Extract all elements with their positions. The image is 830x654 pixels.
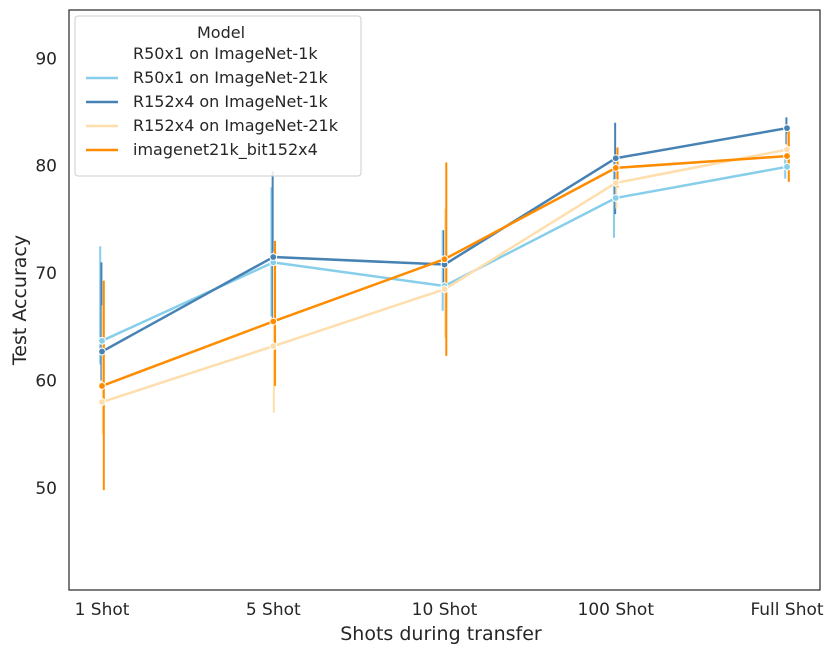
y-tick-label-50: 50 bbox=[35, 479, 57, 499]
legend-title: Model bbox=[197, 23, 245, 42]
data-point-r50x1-on-imagenet-21k-0 bbox=[98, 336, 106, 345]
data-point-r50x1-on-imagenet-21k-4 bbox=[783, 162, 791, 171]
x-tick-label-10-shot: 10 Shot bbox=[412, 600, 478, 620]
x-axis-ticks: 1 Shot 5 Shot 10 Shot 100 Shot Full Shot bbox=[75, 600, 824, 620]
legend-label-r50x1-on-imagenet-1k: R50x1 on ImageNet-1k bbox=[133, 44, 318, 63]
data-point-imagenet21k-bit152x4-1 bbox=[269, 317, 278, 326]
data-point-imagenet21k-bit152x4-0 bbox=[98, 382, 106, 390]
data-point-r50x1-on-imagenet-21k-3 bbox=[611, 194, 620, 202]
data-point-imagenet21k-bit152x4-4 bbox=[783, 152, 791, 160]
y-axis-ticks: 50 60 70 80 90 bbox=[35, 49, 57, 499]
data-point-r152x4-on-imagenet-21k-3 bbox=[611, 179, 620, 187]
y-tick-label-80: 80 bbox=[35, 157, 57, 177]
x-tick-label-100-shot: 100 Shot bbox=[578, 600, 655, 620]
x-tick-label-5-shot: 5 Shot bbox=[246, 600, 301, 620]
data-point-r152x4-on-imagenet-1k-3 bbox=[611, 154, 620, 163]
y-axis-label: Test Accuracy bbox=[9, 235, 31, 366]
legend: Model R50x1 on ImageNet-1k R50x1 on Image… bbox=[74, 15, 362, 177]
data-point-imagenet21k-bit152x4-3 bbox=[611, 163, 620, 172]
y-tick-label-90: 90 bbox=[35, 49, 57, 69]
data-point-r152x4-on-imagenet-1k-4 bbox=[783, 124, 791, 133]
data-point-r152x4-on-imagenet-21k-1 bbox=[269, 342, 278, 351]
data-point-r152x4-on-imagenet-21k-4 bbox=[783, 145, 791, 154]
x-axis-label: Shots during transfer bbox=[340, 623, 542, 645]
legend-box bbox=[74, 15, 362, 177]
legend-label-r50x1-on-imagenet-21k: R50x1 on ImageNet-21k bbox=[133, 68, 329, 87]
data-point-imagenet21k-bit152x4-2 bbox=[440, 255, 449, 264]
data-point-r152x4-on-imagenet-21k-2 bbox=[440, 285, 449, 294]
plot-frame bbox=[68, 9, 821, 591]
data-point-r152x4-on-imagenet-21k-0 bbox=[98, 398, 106, 406]
series-points bbox=[98, 124, 791, 406]
y-tick-label-60: 60 bbox=[35, 372, 57, 392]
data-point-r152x4-on-imagenet-1k-1 bbox=[269, 253, 278, 261]
x-tick-label-full-shot: Full Shot bbox=[750, 600, 823, 620]
x-tick-label-1-shot: 1 Shot bbox=[75, 600, 130, 620]
legend-label-r152x4-on-imagenet-21k: R152x4 on ImageNet-21k bbox=[133, 116, 339, 135]
legend-label-r152x4-on-imagenet-1k: R152x4 on ImageNet-1k bbox=[133, 92, 329, 111]
data-point-r152x4-on-imagenet-1k-0 bbox=[98, 347, 106, 356]
y-tick-label-70: 70 bbox=[35, 264, 57, 284]
legend-label-imagenet21k-bit152x4: imagenet21k_bit152x4 bbox=[133, 140, 318, 160]
